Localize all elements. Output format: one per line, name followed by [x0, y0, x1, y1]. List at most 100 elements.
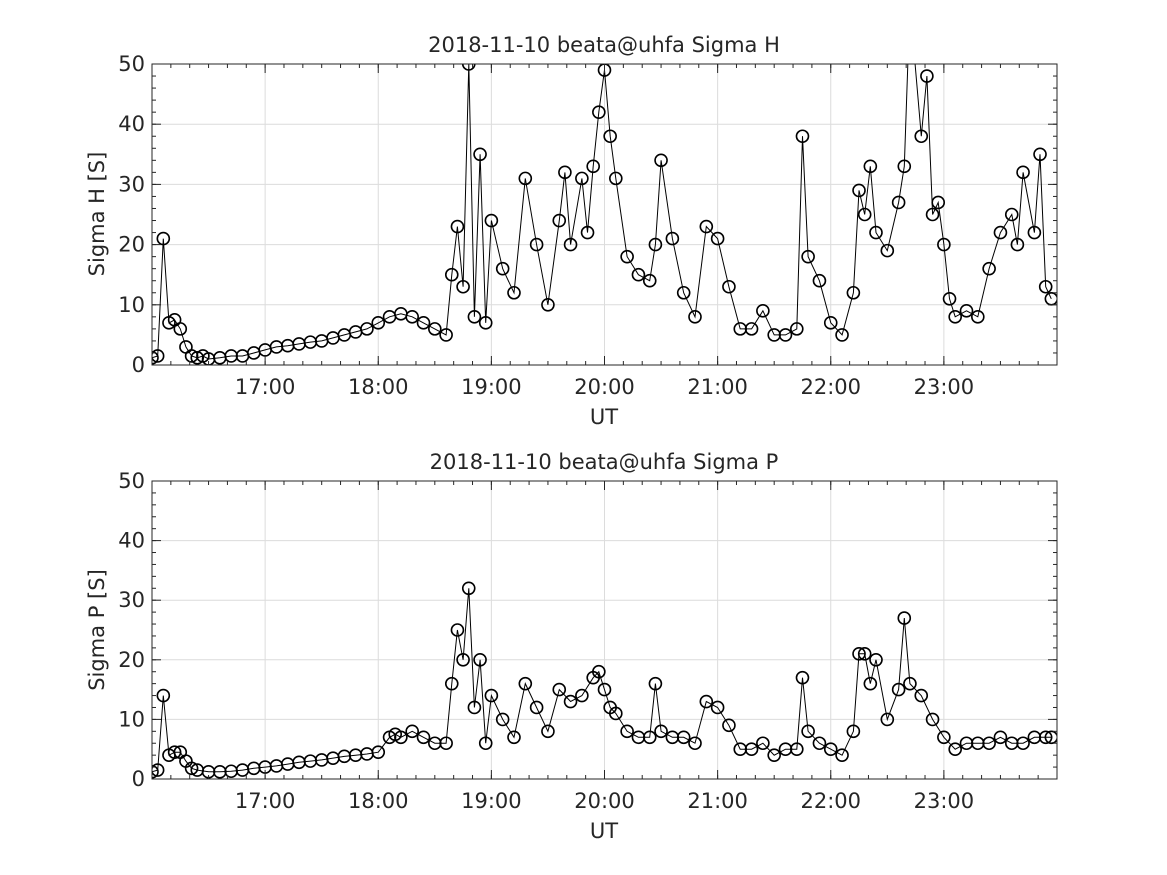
- data-point: [495, 712, 510, 727]
- x-tick-label: 19:00: [461, 375, 522, 399]
- data-point: [767, 748, 781, 762]
- data-point: [795, 129, 810, 144]
- data-point: [467, 700, 482, 715]
- data-point: [1010, 237, 1025, 252]
- data-point: [756, 736, 770, 751]
- ticks: [151, 480, 1058, 780]
- data-point: [676, 730, 691, 745]
- data-point: [1027, 225, 1042, 240]
- data-point: [982, 736, 996, 751]
- data-point: [914, 129, 929, 144]
- data-point: [184, 761, 199, 776]
- data-point: [993, 225, 1008, 240]
- data-point: [1033, 147, 1047, 162]
- data-point: [428, 322, 442, 336]
- data-point: [722, 279, 736, 294]
- data-point: [880, 243, 895, 258]
- data-point: [948, 742, 962, 757]
- x-tick-label: 20:00: [574, 789, 635, 813]
- data-point: [439, 736, 453, 751]
- series-line: [152, 64, 1052, 360]
- data-point: [450, 623, 465, 637]
- data-point: [529, 700, 544, 715]
- data-point: [812, 273, 827, 288]
- x-axis-label: UT: [590, 819, 618, 843]
- data-point: [156, 231, 171, 246]
- data-point: [688, 736, 702, 751]
- data-point: [518, 171, 533, 186]
- data-point: [699, 219, 714, 234]
- data-point: [478, 316, 493, 330]
- data-point: [444, 676, 459, 691]
- data-point: [897, 159, 912, 174]
- data-point: [937, 730, 951, 745]
- series-line: [152, 588, 1052, 773]
- plot-area: [152, 64, 1057, 365]
- data-point: [152, 350, 159, 365]
- ticks: [151, 63, 1058, 366]
- data-point: [801, 249, 815, 264]
- data-point: [152, 763, 165, 777]
- data-point: [173, 322, 188, 336]
- x-tick-label: 19:00: [461, 789, 522, 813]
- data-point: [592, 105, 606, 119]
- data-point: [925, 207, 940, 222]
- y-tick-label: 40: [118, 112, 145, 136]
- data-point: [801, 724, 815, 739]
- data-point: [603, 129, 617, 144]
- x-tick-label: 22:00: [800, 375, 861, 399]
- data-point: [642, 730, 657, 745]
- data-point: [846, 724, 861, 739]
- y-tick-label: 30: [118, 172, 145, 196]
- data-point: [473, 147, 487, 162]
- data-point: [903, 676, 917, 691]
- data-point: [654, 724, 668, 739]
- data-point: [405, 310, 419, 324]
- data-point: [778, 328, 793, 342]
- data-point: [152, 349, 165, 363]
- x-tick-label: 23:00: [914, 375, 975, 399]
- data-point: [360, 322, 374, 336]
- y-axis-label: Sigma P [S]: [85, 569, 109, 691]
- data-point: [857, 647, 872, 661]
- data-point: [541, 297, 555, 312]
- data-point: [982, 261, 996, 276]
- data-point: [1038, 279, 1053, 294]
- data-point: [948, 310, 962, 324]
- x-axis-label: UT: [590, 405, 618, 429]
- data-point: [167, 745, 182, 759]
- tick-labels: 17:00 18:00 19:00 20:00 21:00 22:00 23:00 0 10 20…: [118, 469, 974, 813]
- y-tick-label: 0: [132, 767, 145, 791]
- data-point: [592, 664, 606, 679]
- data-point: [891, 195, 906, 210]
- data-point: [897, 611, 912, 625]
- data-point: [631, 267, 646, 282]
- data-point: [795, 670, 810, 685]
- y-tick-label: 40: [118, 529, 145, 553]
- data-point: [744, 742, 759, 757]
- data-point: [914, 688, 929, 703]
- x-tick-label: 18:00: [348, 789, 409, 813]
- data-point: [823, 742, 838, 757]
- data-point: [756, 304, 770, 318]
- data-point: [620, 724, 634, 739]
- data-point: [931, 195, 946, 210]
- data-point: [371, 745, 386, 759]
- plot-area: [152, 581, 1057, 779]
- data-point: [586, 159, 600, 174]
- data-point: [790, 742, 804, 757]
- x-tick-label: 18:00: [348, 375, 409, 399]
- y-tick-label: 10: [118, 707, 145, 731]
- grid: [152, 481, 1057, 779]
- data-point: [863, 159, 878, 174]
- data-point: [478, 736, 493, 751]
- data-point: [993, 730, 1008, 745]
- data-point: [699, 694, 714, 709]
- data-point: [152, 765, 159, 779]
- data-point: [722, 718, 736, 733]
- data-point: [863, 676, 878, 691]
- data-point: [156, 688, 171, 703]
- tick-labels: 17:00 18:00 19:00 20:00 21:00 22:00 23:00 0 10 20…: [118, 52, 974, 399]
- data-point: [484, 213, 499, 228]
